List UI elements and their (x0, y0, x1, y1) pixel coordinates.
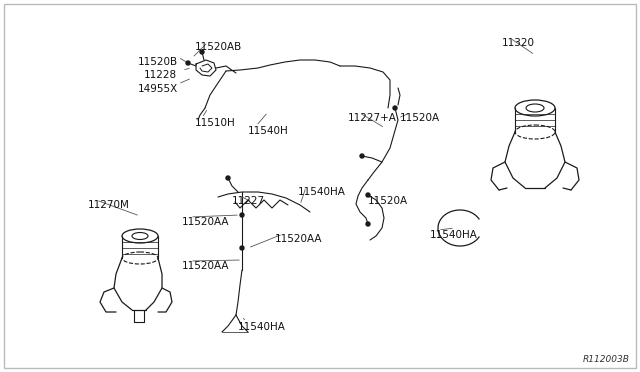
Text: 11540HA: 11540HA (238, 322, 286, 332)
Text: 11510H: 11510H (195, 118, 236, 128)
Text: 11520AA: 11520AA (182, 261, 230, 271)
Text: 11540H: 11540H (248, 126, 289, 136)
Text: 11228: 11228 (144, 70, 177, 80)
Text: 11227: 11227 (232, 196, 265, 206)
Text: 11540HA: 11540HA (430, 230, 478, 240)
Text: 11227+A: 11227+A (348, 113, 397, 123)
Text: 11520AB: 11520AB (195, 42, 243, 52)
Circle shape (240, 213, 244, 217)
Circle shape (200, 50, 204, 54)
Circle shape (360, 154, 364, 158)
Text: 11520A: 11520A (368, 196, 408, 206)
Text: 11270M: 11270M (88, 200, 130, 210)
Text: R112003B: R112003B (583, 355, 630, 364)
Text: 11520A: 11520A (400, 113, 440, 123)
Text: 11540HA: 11540HA (298, 187, 346, 197)
Circle shape (393, 106, 397, 110)
Circle shape (226, 176, 230, 180)
Circle shape (366, 222, 370, 226)
Circle shape (240, 246, 244, 250)
Text: 11320: 11320 (502, 38, 535, 48)
Text: 14955X: 14955X (138, 84, 179, 94)
Text: 11520AA: 11520AA (182, 217, 230, 227)
Circle shape (366, 193, 370, 197)
Text: 11520AA: 11520AA (275, 234, 323, 244)
Text: 11520B: 11520B (138, 57, 178, 67)
Circle shape (186, 61, 190, 65)
